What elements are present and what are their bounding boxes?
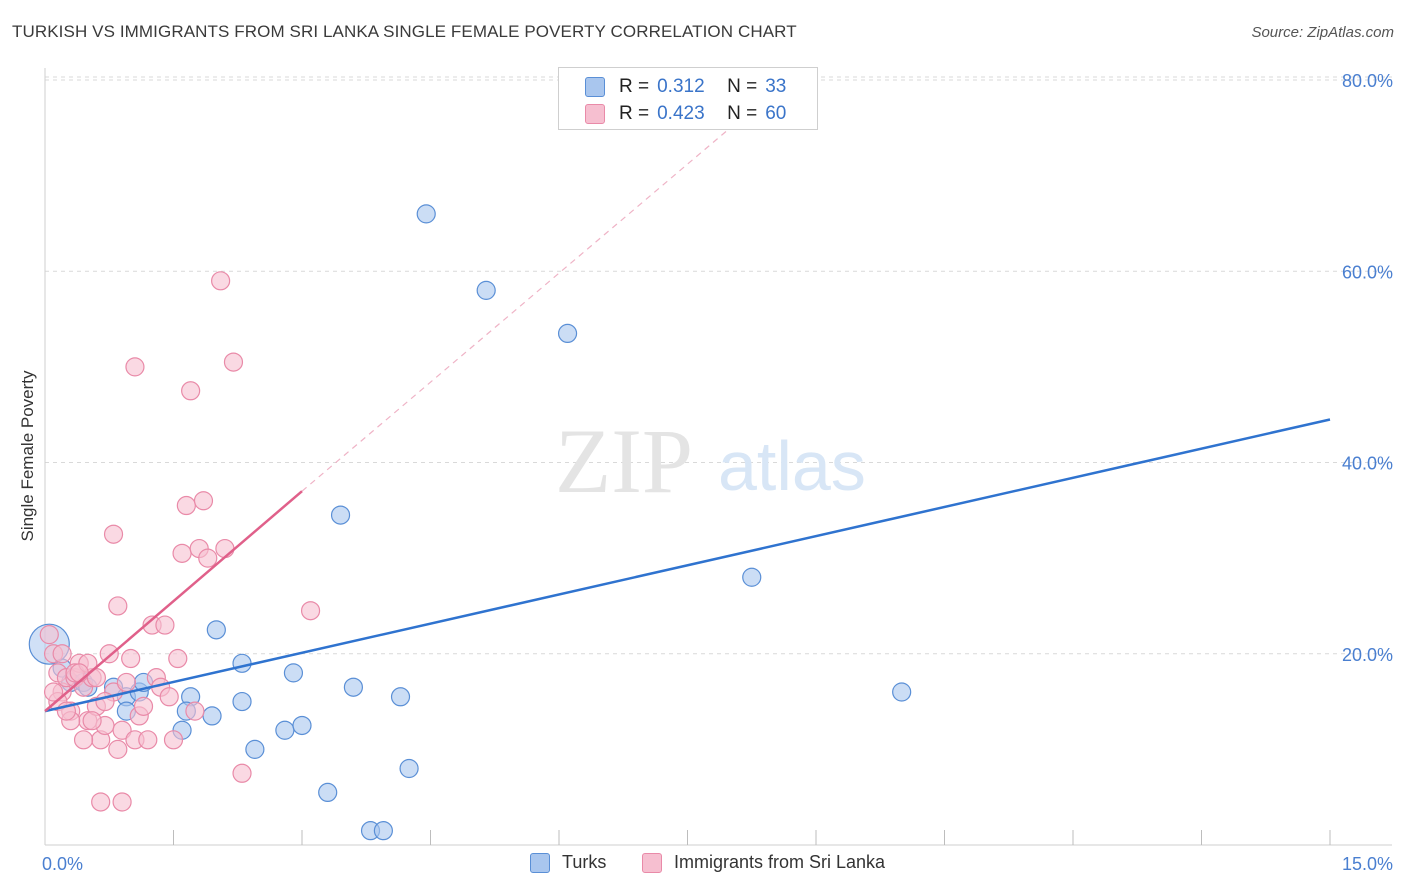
y-tick-label: 20.0% <box>1342 645 1393 665</box>
lanka-point <box>125 357 145 377</box>
source-label: Source: ZipAtlas.com <box>1251 24 1394 41</box>
lanka-point <box>193 491 214 511</box>
lanka-point <box>172 543 192 563</box>
lanka-point <box>121 648 141 669</box>
lanka-point <box>73 730 94 750</box>
legend-item-turks[interactable]: Turks <box>530 852 606 873</box>
lanka-point <box>39 625 59 645</box>
turks-point <box>275 720 295 740</box>
turks-point <box>476 280 496 300</box>
turks-point <box>232 653 252 673</box>
lanka-point <box>112 792 132 812</box>
correlation-legend: R = 0.312 N = 33 R = 0.423 N = 60 <box>558 67 818 130</box>
lanka-point <box>211 271 231 291</box>
lanka-point <box>159 687 179 707</box>
legend-label-turks: Turks <box>562 852 607 872</box>
legend-swatch-turks <box>585 77 605 97</box>
lanka-point <box>112 720 132 740</box>
turks-point <box>232 691 252 712</box>
lanka-point <box>181 381 201 401</box>
legend-n-label: N = <box>727 103 758 124</box>
turks-point <box>399 758 419 779</box>
turks-point <box>892 682 912 702</box>
series-legend: Turks Immigrants from Sri Lanka <box>0 850 1406 880</box>
y-tick-label: 60.0% <box>1342 262 1393 282</box>
lanka-point <box>168 648 188 669</box>
lanka-point <box>91 792 111 812</box>
lanka-point <box>52 644 72 664</box>
legend-swatch-lanka <box>642 852 662 873</box>
legend-swatch-lanka <box>585 104 605 124</box>
turks-point <box>245 739 265 759</box>
lanka-point <box>176 495 196 516</box>
lanka-point <box>69 663 89 683</box>
turks-point <box>283 663 304 683</box>
y-tick-label: 40.0% <box>1342 454 1393 474</box>
trend-layer <box>44 127 1331 713</box>
chart-title: TURKISH VS IMMIGRANTS FROM SRI LANKA SIN… <box>12 22 797 41</box>
lanka-point <box>300 601 321 621</box>
legend-n-label: N = <box>727 76 758 97</box>
lanka-point <box>108 596 128 616</box>
turks-point <box>330 505 351 525</box>
turks-point <box>318 782 338 803</box>
points-layer <box>28 204 912 841</box>
axis-layer: 20.0% 40.0% 60.0% 80.0% 0.0% 15.0% <box>42 68 1393 874</box>
turks-point <box>742 567 762 587</box>
legend-r-label: R = <box>619 103 650 124</box>
watermark-atlas: atlas <box>718 427 866 505</box>
turks-trend-line <box>44 418 1331 713</box>
lanka-point <box>116 672 136 693</box>
lanka-point <box>232 763 252 783</box>
lanka-point <box>133 696 154 716</box>
turks-point <box>206 620 226 640</box>
legend-label-lanka: Immigrants from Sri Lanka <box>674 852 886 872</box>
turks-point <box>416 204 436 224</box>
turks-point <box>292 715 312 736</box>
lanka-point <box>215 538 235 559</box>
lanka-point <box>103 524 124 544</box>
grid-layer <box>45 76 1392 655</box>
watermark-zip: ZIP <box>555 410 693 512</box>
watermark: ZIP atlas <box>555 410 866 512</box>
lanka-trend-extension <box>301 127 731 492</box>
lanka-point <box>43 682 64 702</box>
legend-swatch-turks <box>530 852 550 873</box>
x-tick-label: 15.0% <box>1342 854 1393 874</box>
lanka-point <box>185 701 205 721</box>
legend-r-value: 0.423 <box>657 103 705 124</box>
legend-n-value: 33 <box>765 76 787 97</box>
lanka-trend-line <box>44 490 303 713</box>
turks-point <box>557 323 578 344</box>
lanka-point <box>108 739 128 759</box>
legend-item-lanka[interactable]: Immigrants from Sri Lanka <box>642 852 885 873</box>
legend-r-label: R = <box>619 76 650 97</box>
turks-point <box>202 706 222 726</box>
turks-point <box>390 687 411 707</box>
lanka-point <box>223 352 244 372</box>
lanka-point <box>99 644 119 664</box>
lanka-point <box>82 711 102 731</box>
lanka-point <box>198 548 218 568</box>
turks-point <box>343 677 363 697</box>
legend-row-lanka: R = 0.423 N = 60 <box>619 101 786 127</box>
lanka-point <box>163 730 184 750</box>
lanka-point <box>155 615 175 635</box>
lanka-point <box>138 730 158 750</box>
x-tick-label: 0.0% <box>42 854 83 874</box>
turks-point <box>373 821 393 841</box>
legend-row-turks: R = 0.312 N = 33 <box>619 74 786 100</box>
legend-r-value: 0.312 <box>657 76 705 97</box>
legend-n-value: 60 <box>765 103 787 124</box>
y-tick-label: 80.0% <box>1342 71 1393 91</box>
